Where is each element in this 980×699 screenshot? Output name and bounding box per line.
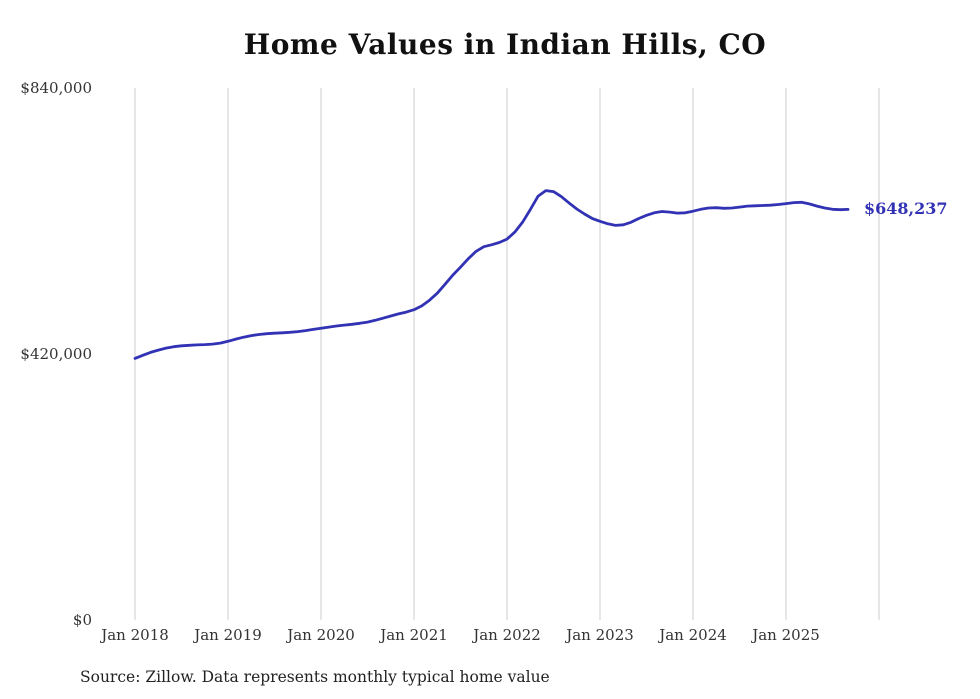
x-axis-label: Jan 2024 <box>659 626 727 644</box>
y-axis-label: $840,000 <box>20 79 92 97</box>
source-note: Source: Zillow. Data represents monthly … <box>80 668 550 686</box>
chart-title: Home Values in Indian Hills, CO <box>243 28 767 61</box>
current-value-label: $648,237 <box>864 199 948 219</box>
x-axis-label: Jan 2021 <box>380 626 448 644</box>
x-axis-label: Jan 2025 <box>752 626 820 644</box>
x-axis-label: Jan 2018 <box>101 626 169 644</box>
y-axis-label: $0 <box>72 611 92 629</box>
home-value-line <box>133 189 850 360</box>
x-axis-label: Jan 2023 <box>566 626 634 644</box>
y-axis-label: $420,000 <box>20 345 92 363</box>
x-axis-label: Jan 2019 <box>194 626 262 644</box>
x-axis-label: Jan 2020 <box>287 626 355 644</box>
x-axis-label: Jan 2022 <box>473 626 541 644</box>
